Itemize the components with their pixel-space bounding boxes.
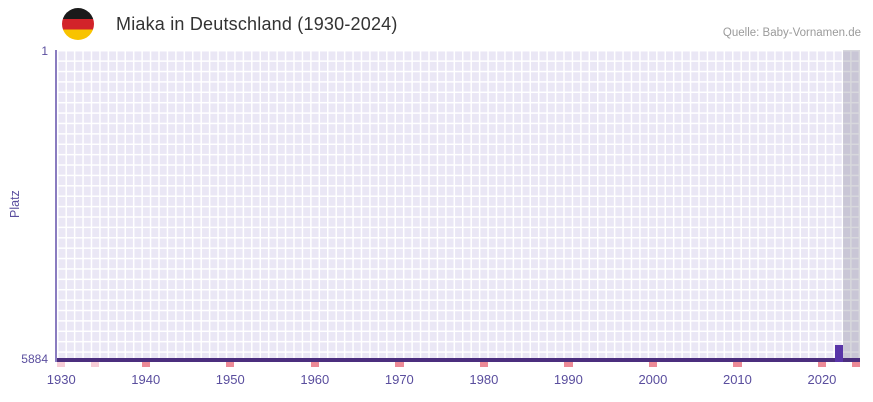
x-axis: 1930 1940 1950 1960 1970 1980 1990 2000 2010 2020	[47, 368, 860, 392]
axis-mark-1990	[564, 358, 573, 367]
y-tick-top: 1	[41, 44, 48, 58]
x-tick-2020: 2020	[807, 372, 837, 387]
x-tick-1940: 1940	[131, 372, 161, 387]
axis-mark-1934	[90, 358, 100, 367]
x-tick-2010: 2010	[722, 372, 752, 387]
axis-mark-1980	[479, 358, 489, 367]
axis-mark-1930	[57, 358, 66, 367]
chart-title: Miaka in Deutschland (1930-2024)	[116, 13, 398, 34]
data-point-2022	[834, 345, 844, 362]
x-tick-1980: 1980	[469, 372, 499, 387]
x-tick-1990: 1990	[553, 372, 583, 387]
x-tick-1950: 1950	[215, 372, 245, 387]
axis-mark-2010	[733, 358, 742, 367]
y-axis-label: Platz	[8, 190, 22, 218]
chart-header: Miaka in Deutschland (1930-2024)	[62, 8, 398, 40]
axis-mark-2020	[817, 358, 827, 367]
axis-mark-2024	[851, 358, 860, 367]
axis-mark-1950	[226, 358, 235, 367]
y-axis-line	[55, 50, 57, 362]
plot-area	[57, 50, 860, 367]
x-tick-1930: 1930	[46, 372, 76, 387]
x-tick-1960: 1960	[300, 372, 330, 387]
x-tick-1970: 1970	[384, 372, 414, 387]
axis-mark-2000	[648, 358, 658, 367]
axis-mark-1940	[141, 358, 150, 367]
y-tick-bottom: 5884	[21, 352, 48, 366]
axis-mark-1970	[395, 358, 404, 367]
german-flag-icon	[62, 8, 94, 40]
source-credit: Quelle: Baby-Vornamen.de	[722, 27, 861, 39]
recent-years-band	[843, 50, 860, 362]
axis-mark-1960	[310, 358, 320, 367]
x-tick-2000: 2000	[638, 372, 668, 387]
x-axis-baseline	[57, 358, 860, 362]
